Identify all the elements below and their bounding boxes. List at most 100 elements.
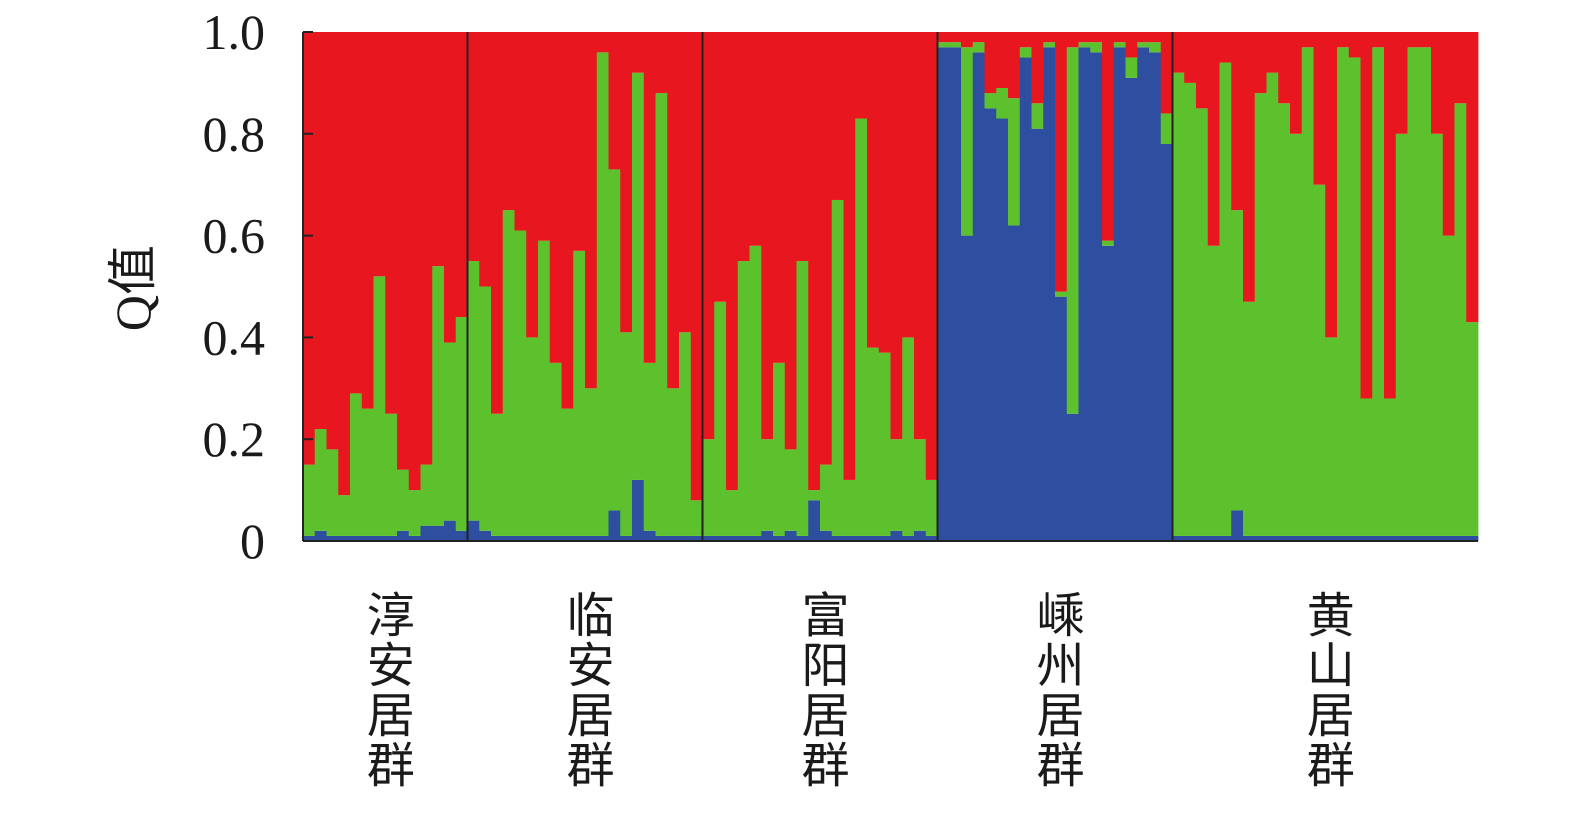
bar-segment — [1431, 535, 1444, 541]
bar-segment — [326, 449, 339, 536]
bar-segment — [1019, 32, 1032, 48]
bar-segment — [949, 47, 962, 542]
bar-segment — [867, 32, 880, 348]
bar-segment — [1102, 32, 1115, 241]
bar-segment — [679, 332, 692, 536]
bar-segment — [737, 32, 750, 262]
bar-segment — [538, 32, 551, 241]
bar-segment — [1266, 535, 1279, 541]
bar-segment — [855, 535, 868, 541]
bar-segment — [690, 500, 703, 536]
bar-segment — [1102, 240, 1115, 246]
bar-segment — [749, 535, 762, 541]
bar-segment — [702, 439, 715, 536]
bar-segment — [1231, 510, 1244, 541]
bar-segment — [385, 32, 398, 414]
bar-segment — [1360, 398, 1373, 536]
bar-segment — [1384, 32, 1397, 399]
bar-segment — [714, 301, 727, 536]
bar-segment — [1419, 32, 1432, 48]
bar-segment — [1372, 535, 1385, 541]
bar-segment — [338, 535, 351, 541]
bar-segment — [338, 495, 351, 536]
bar-segment — [655, 535, 668, 541]
bar-segment — [961, 47, 974, 236]
bar-segment — [972, 42, 985, 53]
bar-segment — [1090, 42, 1103, 53]
y-tick-label: 0.4 — [203, 309, 266, 365]
bar-segment — [784, 530, 797, 541]
bar-segment — [632, 32, 645, 73]
bar-segment — [338, 32, 351, 496]
bar-segment — [749, 245, 762, 536]
bar-segment — [432, 525, 445, 541]
bar-segment — [690, 32, 703, 501]
bar-segment — [1372, 47, 1385, 536]
bar-segment — [1160, 32, 1173, 114]
y-tick-label: 0.6 — [203, 208, 266, 264]
y-tick-label: 0.8 — [203, 106, 266, 162]
bar-segment — [373, 32, 386, 277]
bar-segment — [643, 530, 656, 541]
bar-segment — [796, 32, 809, 262]
bar-segment — [984, 93, 997, 109]
bar-segment — [455, 317, 468, 531]
bar-segment — [1301, 32, 1314, 48]
bar-segment — [937, 47, 950, 542]
bar-segment — [350, 32, 363, 394]
bar-segment — [397, 530, 410, 541]
bar-segment — [303, 32, 316, 465]
bar-segment — [902, 337, 915, 536]
bar-segment — [502, 210, 515, 536]
bar-segment — [1419, 47, 1432, 536]
bar-segment — [1407, 535, 1420, 541]
bar-segment — [902, 535, 915, 541]
bar-segment — [1266, 72, 1279, 536]
bar-segment — [820, 32, 833, 465]
bar-segment — [408, 535, 421, 541]
bar-segment — [1231, 210, 1244, 511]
bar-segment — [385, 413, 398, 536]
bar-segment — [397, 32, 410, 470]
bar-segment — [620, 32, 633, 333]
bar-segment — [1325, 535, 1338, 541]
bar-segment — [1243, 32, 1256, 302]
bar-segment — [549, 362, 562, 536]
bar-segment — [1301, 535, 1314, 541]
bar-segment — [1243, 301, 1256, 536]
bar-segment — [949, 32, 962, 43]
bar-segment — [1090, 52, 1103, 542]
bar-segment — [1454, 535, 1467, 541]
bar-segment — [596, 32, 609, 53]
bar-segment — [608, 169, 621, 511]
bar-segment — [1442, 32, 1455, 236]
bar-segment — [796, 535, 809, 541]
bar-segment — [1055, 32, 1068, 292]
bar-segment — [996, 32, 1009, 88]
bar-segment — [784, 32, 797, 450]
bar-segment — [326, 535, 339, 541]
bar-segment — [961, 235, 974, 541]
bar-segment — [1266, 32, 1279, 73]
bar-segment — [855, 32, 868, 119]
bar-segment — [890, 439, 903, 531]
bar-segment — [937, 32, 950, 43]
bar-segment — [1172, 72, 1185, 536]
bar-segment — [432, 32, 445, 267]
bar-segment — [667, 32, 680, 389]
bar-segment — [1290, 32, 1303, 134]
bar-segment — [761, 439, 774, 531]
bar-segment — [514, 230, 527, 536]
bar-segment — [479, 32, 492, 287]
bar-segment — [608, 32, 621, 170]
bar-segment — [1395, 32, 1408, 134]
bar-segment — [1184, 535, 1197, 541]
bar-segment — [655, 93, 668, 536]
bar-segment — [1196, 108, 1209, 536]
bar-segment — [1031, 128, 1044, 541]
bar-segment — [808, 500, 821, 541]
bar-segment — [1313, 32, 1326, 185]
bar-segment — [1207, 245, 1220, 536]
bar-segment — [573, 250, 586, 536]
bar-segment — [502, 32, 515, 211]
